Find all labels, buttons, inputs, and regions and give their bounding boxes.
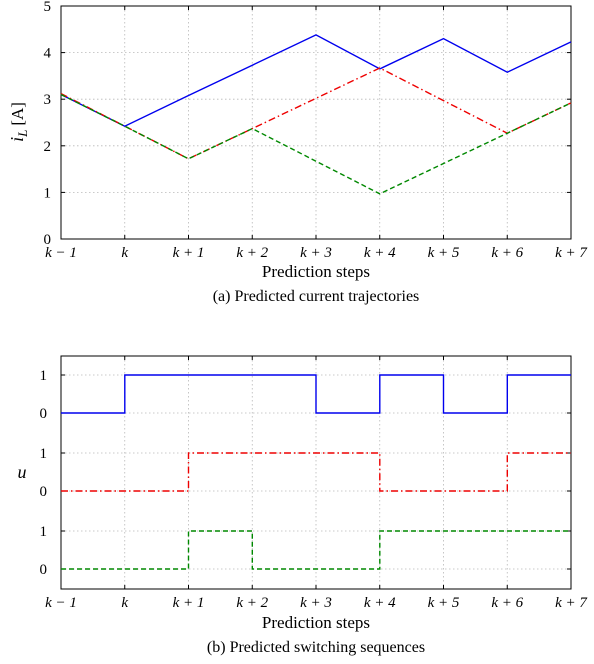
x-tick-label: k + 7 <box>555 245 588 261</box>
y-tick-label: 5 <box>44 0 52 15</box>
ticks <box>60 5 572 240</box>
switching-sequence-1 <box>61 374 571 414</box>
data-lines <box>61 374 571 570</box>
x-tick-label: k + 6 <box>491 245 523 261</box>
y-tick-label: 2 <box>44 139 52 155</box>
y-tick-label: 1 <box>40 368 48 384</box>
switching-sequence-2 <box>61 452 571 492</box>
series-line-2 <box>60 67 572 160</box>
caption-a: (a) Predicted current trajectories <box>213 288 420 305</box>
y-tick-label: 3 <box>44 92 52 108</box>
x-tick-label: k + 1 <box>173 595 205 611</box>
x-tick-label: k + 2 <box>236 595 268 611</box>
x-tick-label: k + 1 <box>173 245 205 261</box>
x-tick-label: k + 6 <box>491 595 523 611</box>
x-tick-label: k + 7 <box>555 595 588 611</box>
x-tick-label: k + 3 <box>300 595 332 611</box>
y-tick-label: 0 <box>40 484 48 500</box>
x-tick-label: k + 4 <box>364 245 396 261</box>
x-axis-title: Prediction steps <box>262 613 370 632</box>
x-tick-label: k <box>121 245 128 261</box>
y-tick-label: 1 <box>40 524 48 540</box>
x-tick-label: k + 5 <box>428 595 460 611</box>
x-tick-label: k + 5 <box>428 245 460 261</box>
x-tick-label: k + 3 <box>300 245 332 261</box>
y-tick-label: 0 <box>40 562 48 578</box>
x-tick-label: k − 1 <box>45 245 77 261</box>
series-line-1 <box>60 34 572 127</box>
x-tick-labels: k − 1 k k + 1 k + 2 k + 3 k + 4 k + 5 k + 6 k + … <box>45 595 588 611</box>
y-tick-label: 1 <box>44 185 52 201</box>
y-axis-title: iL[A] <box>7 102 30 142</box>
y-tick-label: 0 <box>40 406 48 422</box>
x-tick-label: k − 1 <box>45 595 77 611</box>
switching-sequence-3 <box>61 530 571 570</box>
x-tick-label: k + 4 <box>364 595 396 611</box>
y-tick-labels: 1 0 1 0 1 0 <box>40 368 48 578</box>
x-tick-label: k + 2 <box>236 245 268 261</box>
x-axis-title: Prediction steps <box>262 262 370 281</box>
y-tick-label: 4 <box>44 46 52 62</box>
y-tick-label: 0 <box>44 232 52 248</box>
y-tick-label: 1 <box>40 446 48 462</box>
switching-sequences-chart: k − 1 k k + 1 k + 2 k + 3 k + 4 k + 5 k + 6 k + … <box>18 355 588 656</box>
data-lines <box>60 34 572 195</box>
y-tick-labels: 0 1 2 3 4 5 <box>44 0 52 248</box>
grid <box>61 6 571 239</box>
series-line-3 <box>60 93 572 195</box>
x-tick-labels: k − 1 k k + 1 k + 2 k + 3 k + 4 k + 5 k + 6 k + … <box>45 245 588 261</box>
y-axis-title: u <box>18 462 27 482</box>
x-tick-label: k <box>121 595 128 611</box>
current-trajectories-chart: k − 1 k k + 1 k + 2 k + 3 k + 4 k + 5 k + 6 k + … <box>7 0 588 305</box>
caption-b: (b) Predicted switching sequences <box>207 639 425 656</box>
